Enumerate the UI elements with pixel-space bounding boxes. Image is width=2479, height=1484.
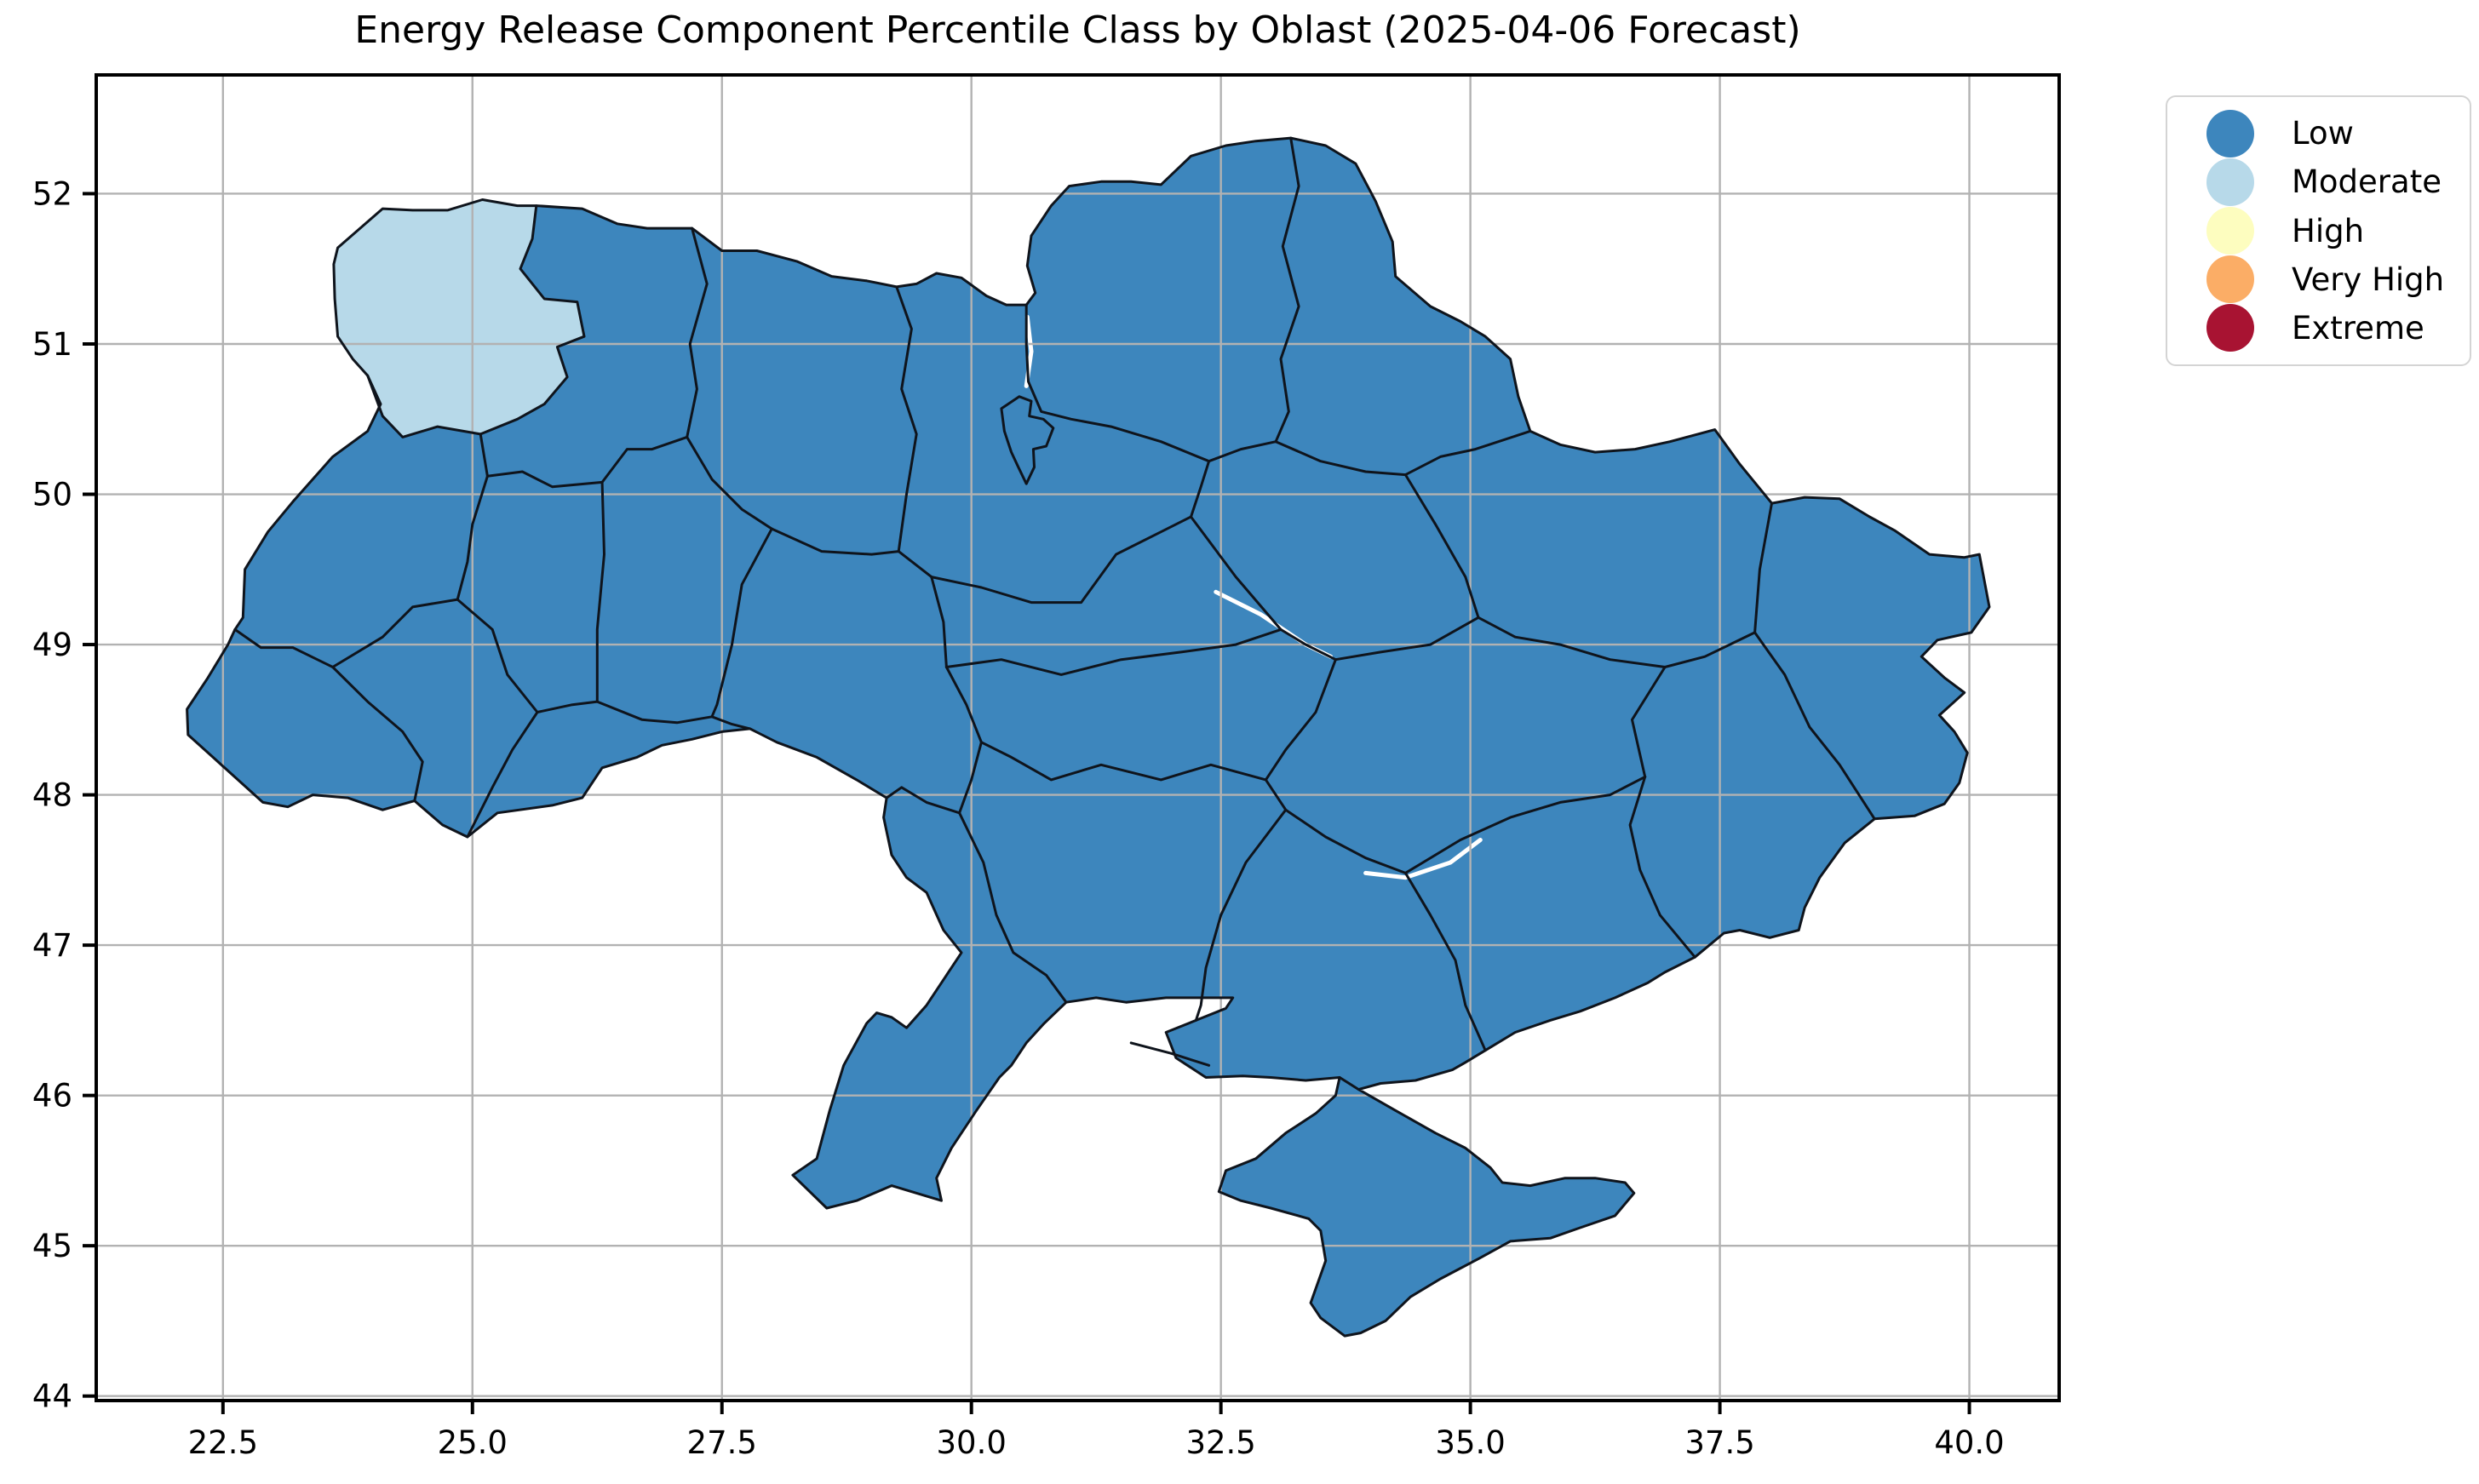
- oblast-border: [1403, 473, 1480, 619]
- legend-item-low: Low: [2167, 109, 2470, 158]
- map-borders: [186, 136, 1991, 1338]
- country-border: [186, 136, 1991, 1338]
- oblast-border: [485, 470, 604, 489]
- oblast-border: [1403, 429, 1532, 477]
- chart-title: Energy Release Component Percentile Clas…: [354, 9, 1801, 52]
- oblast-border: [1334, 616, 1480, 662]
- kyiv-city-border: [1000, 395, 1055, 485]
- y-tick-label: 48: [32, 777, 72, 814]
- oblast-border: [1403, 775, 1647, 874]
- oblast-border: [456, 474, 489, 601]
- legend-swatch-icon: [2206, 109, 2254, 158]
- oblast-border: [466, 711, 539, 839]
- oblast-border: [600, 435, 689, 484]
- oblast-border: [686, 226, 709, 438]
- oblast-border: [885, 786, 961, 815]
- oblast-border: [331, 598, 459, 668]
- oblast-border: [686, 435, 773, 530]
- oblast-border: [595, 480, 605, 703]
- x-tick-label: 35.0: [1435, 1424, 1505, 1461]
- oblast-border: [366, 374, 482, 438]
- oblast-border: [1338, 1076, 1360, 1092]
- x-tick-label: 32.5: [1185, 1424, 1255, 1461]
- y-tick-label: 45: [32, 1228, 72, 1264]
- legend-label: Low: [2292, 115, 2354, 152]
- legend-item-high: High: [2167, 206, 2470, 255]
- river-line: [1363, 838, 1483, 880]
- y-tick-label: 49: [32, 627, 72, 663]
- oblast-border: [1753, 501, 1773, 634]
- oblast-border: [456, 598, 539, 713]
- oblast-border: [1477, 616, 1667, 668]
- oblast-border: [1190, 460, 1211, 519]
- legend-item-very-high: Very High: [2167, 255, 2470, 304]
- legend-swatch-icon: [2206, 304, 2254, 352]
- oblast-border: [479, 204, 586, 436]
- oblast-border: [895, 285, 918, 553]
- y-tick-label: 44: [32, 1378, 72, 1415]
- y-tick-label: 51: [32, 326, 72, 363]
- x-tick-label: 22.5: [188, 1424, 258, 1461]
- oblast-border: [1663, 631, 1757, 668]
- oblast-border: [710, 527, 773, 719]
- oblast-border: [233, 627, 335, 668]
- x-tick-label: 25.0: [438, 1424, 508, 1461]
- oblast-border: [958, 741, 983, 815]
- x-tick-label: 27.5: [687, 1424, 757, 1461]
- oblast-border: [1024, 303, 1211, 463]
- oblast-border: [930, 515, 1192, 604]
- oblast-border: [595, 700, 714, 725]
- oblast-border: [1264, 778, 1288, 811]
- oblast-border: [1274, 440, 1407, 477]
- x-tick-label: 40.0: [1934, 1424, 2004, 1461]
- oblast-border: [1628, 775, 1696, 959]
- axes-frame: 22.5 25.0 27.5 30.0 32.5 35.0 37.5 40.0 44 45 46 47…: [32, 73, 2061, 1461]
- oblast-border: [479, 433, 489, 478]
- region-fill-low-all-oblasts: [186, 138, 1989, 1337]
- oblast-border: [1208, 440, 1277, 463]
- oblast-border: [1264, 658, 1337, 782]
- oblast-border: [1274, 136, 1300, 444]
- oblast-border: [930, 576, 948, 668]
- legend-label: Moderate: [2292, 163, 2442, 201]
- oblast-border: [331, 666, 424, 803]
- x-tick-label: 30.0: [937, 1424, 1007, 1461]
- oblast-border: [958, 811, 1068, 1004]
- oblast-border: [897, 550, 933, 579]
- oblast-border: [1284, 808, 1407, 874]
- gridlines: [96, 75, 2059, 1401]
- y-tick-label: 46: [32, 1078, 72, 1114]
- x-tick-label: 37.5: [1684, 1424, 1754, 1461]
- legend: Low Moderate High Very High Extreme: [2166, 95, 2471, 366]
- region-fill-moderate-volyn: [333, 199, 584, 438]
- legend-label: High: [2292, 212, 2365, 249]
- oblast-border: [1190, 515, 1283, 631]
- oblast-border: [536, 700, 599, 713]
- y-tick-label: 52: [32, 175, 72, 212]
- oblast-border: [710, 715, 752, 731]
- y-tick-label: 50: [32, 477, 72, 513]
- legend-label: Very High: [2292, 261, 2445, 298]
- plot-spines: [95, 73, 2061, 1402]
- legend-swatch-icon: [2206, 255, 2254, 304]
- oblast-border: [979, 741, 1267, 782]
- map-fills: [186, 138, 1989, 1337]
- oblast-border: [1403, 871, 1487, 1052]
- oblast-border: [1753, 631, 1876, 821]
- oblast-border: [770, 527, 900, 556]
- spit-line: [1129, 1041, 1211, 1067]
- legend-swatch-icon: [2206, 158, 2254, 206]
- oblast-border: [944, 666, 983, 744]
- y-tick-label: 47: [32, 927, 72, 964]
- oblast-border: [1194, 808, 1288, 1022]
- oblast-border: [1631, 666, 1667, 778]
- oblast-border: [944, 627, 1283, 676]
- legend-item-extreme: Extreme: [2167, 304, 2470, 352]
- legend-item-moderate: Moderate: [2167, 158, 2470, 206]
- legend-label: Extreme: [2292, 309, 2424, 347]
- legend-swatch-icon: [2206, 207, 2254, 255]
- oblast-border: [1279, 627, 1337, 662]
